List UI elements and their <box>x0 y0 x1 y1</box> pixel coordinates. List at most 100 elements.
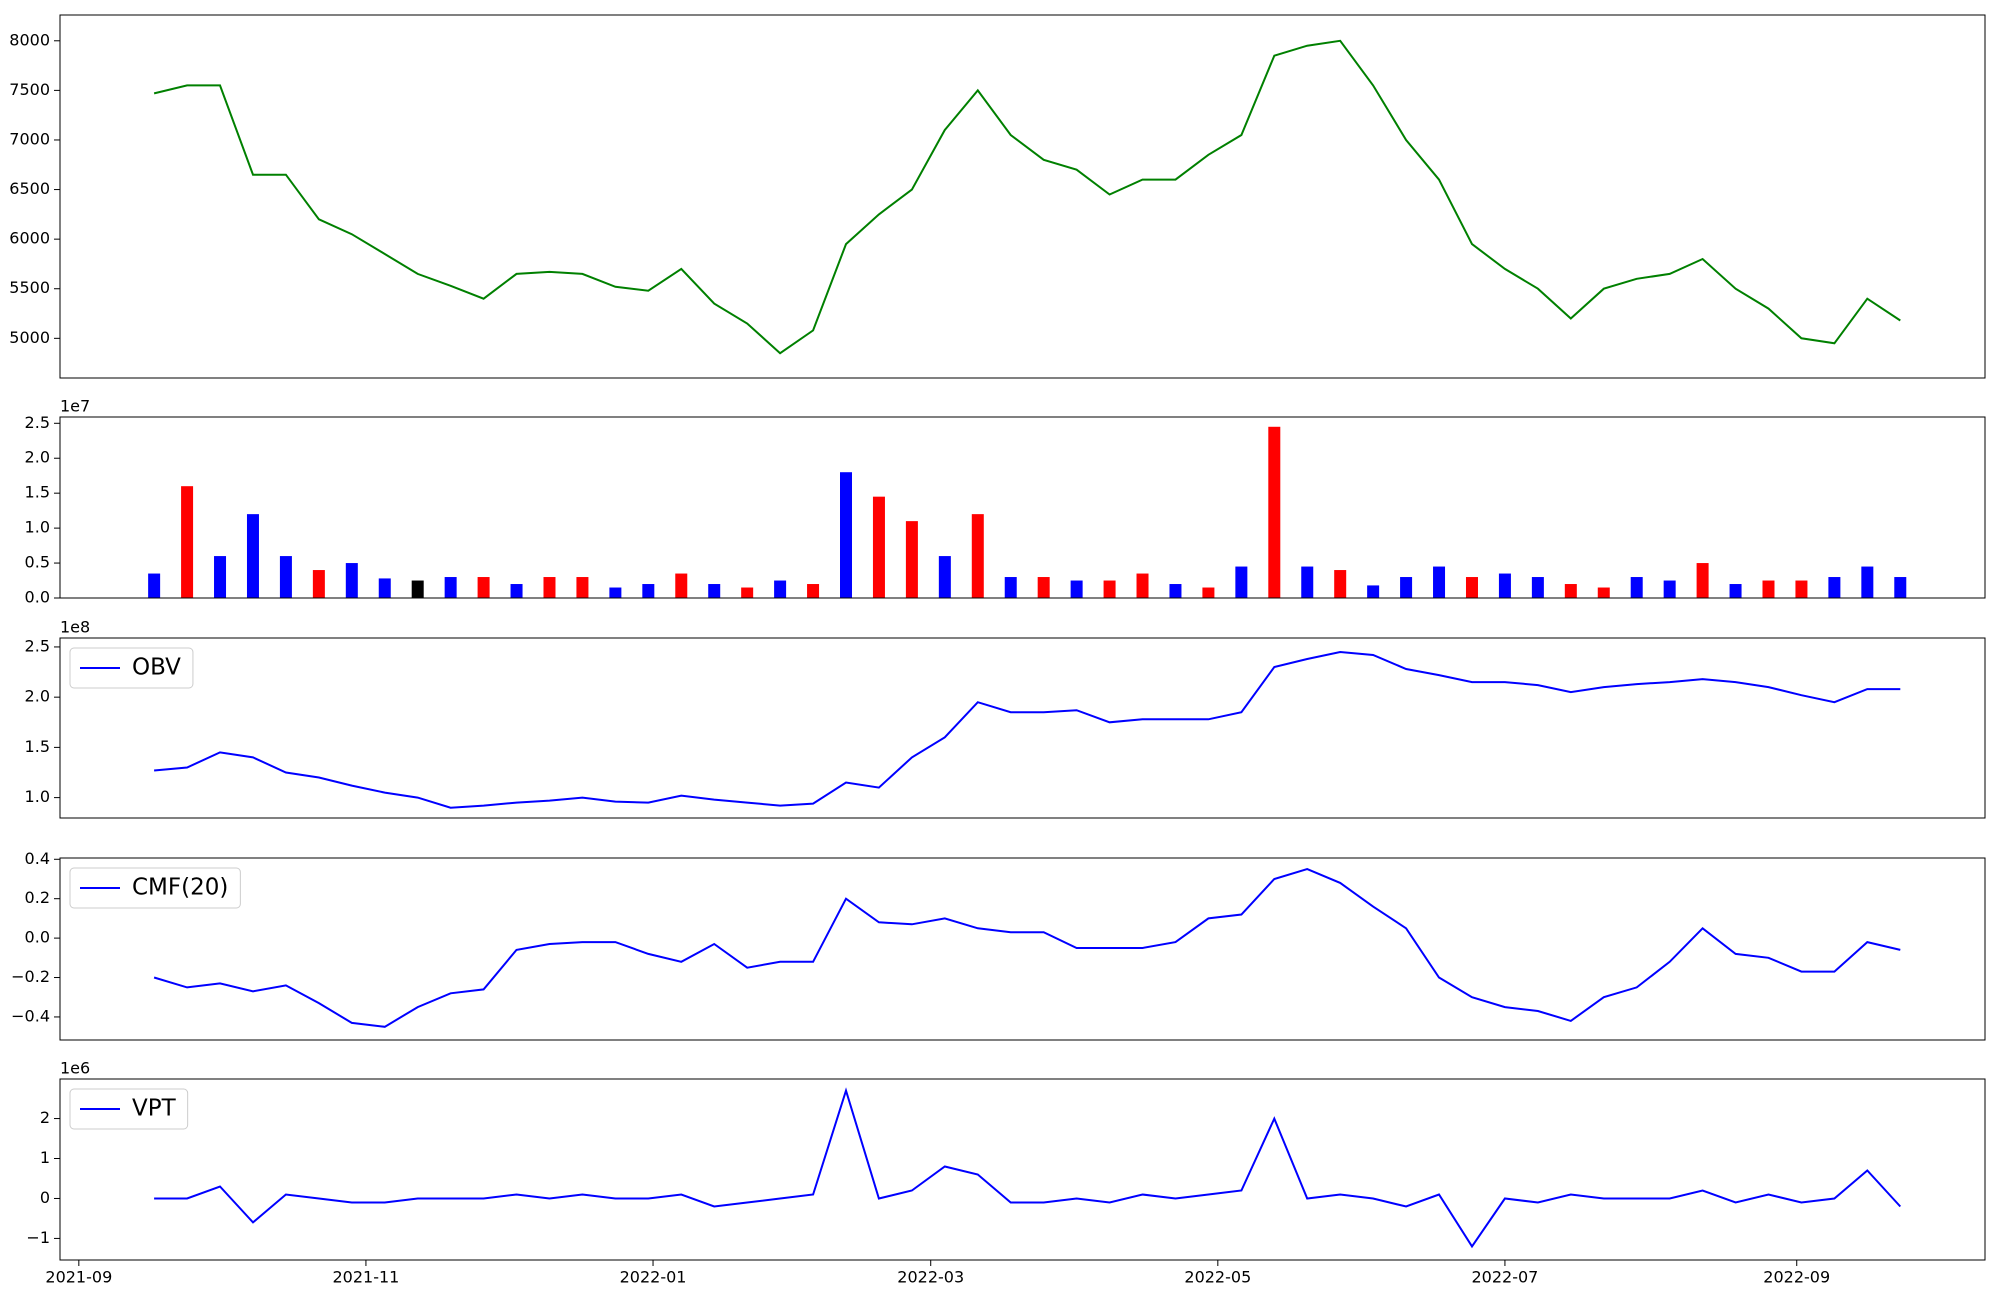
bar <box>1103 580 1116 598</box>
y-tick-label: 2.5 <box>25 636 50 655</box>
y-tick-label: 0 <box>40 1188 50 1207</box>
bar <box>1433 566 1446 598</box>
panel: 0.0 0.5 1.0 1.5 2.0 2.5 1e7 <box>25 397 1986 607</box>
y-tick-label: 0.0 <box>25 928 50 947</box>
axis-offset: 1e8 <box>60 618 90 637</box>
y-tick-label: −1 <box>26 1228 50 1247</box>
legend-box <box>69 647 194 689</box>
series-line <box>153 39 1901 355</box>
bar <box>1762 580 1775 598</box>
y-tick-label: 6000 <box>9 229 50 248</box>
y-tick-label: 6500 <box>9 179 50 198</box>
panel: −0.4 −0.2 0.0 0.2 0.4 CMF(20) <box>11 849 1986 1041</box>
x-tick-label: 2022-03 <box>897 1268 964 1287</box>
bar <box>774 580 787 598</box>
bar <box>1235 566 1248 598</box>
bar <box>708 584 721 598</box>
bar <box>905 521 918 598</box>
bar <box>840 472 853 598</box>
y-tick-label: 1.0 <box>25 518 50 537</box>
x-tick-label: 2022-01 <box>620 1268 687 1287</box>
bar <box>1663 580 1676 598</box>
bar <box>148 573 161 598</box>
panel: 5000 5500 6000 6500 7000 7500 8000 <box>9 14 1986 379</box>
bar <box>1301 566 1314 598</box>
bar <box>411 580 424 598</box>
axes-frame <box>59 857 1986 1041</box>
bar <box>543 577 556 598</box>
bar <box>872 496 885 598</box>
y-tick-label: 1.5 <box>25 483 50 502</box>
bar <box>312 570 325 598</box>
y-tick-label: 0.2 <box>25 888 50 907</box>
y-tick-label: 2 <box>40 1108 50 1127</box>
y-tick-label: 1 <box>40 1148 50 1167</box>
bar <box>1597 587 1610 598</box>
axis-offset: 1e7 <box>60 397 90 416</box>
bar <box>1004 577 1017 598</box>
bar <box>1037 577 1050 598</box>
y-tick-label: 2.5 <box>25 413 50 432</box>
y-tick-label: 0.4 <box>25 849 50 868</box>
bar <box>1828 577 1841 598</box>
bar <box>1630 577 1643 598</box>
bar <box>971 514 984 598</box>
bar <box>1894 577 1907 598</box>
bar <box>246 514 259 598</box>
bar <box>1202 587 1215 598</box>
y-tick-label: 2.0 <box>25 448 50 467</box>
bar <box>1268 426 1281 598</box>
panel: −1 0 1 2 2021-09 2021-11 2022-01 2022-03 2022-05… <box>26 1059 1986 1287</box>
axes-frame <box>59 14 1986 379</box>
bar <box>576 577 589 598</box>
axes-frame <box>59 1078 1986 1261</box>
axis-offset: 1e6 <box>60 1059 90 1078</box>
axes-frame <box>59 416 1986 599</box>
y-tick-label: 0.0 <box>25 588 50 607</box>
series-line <box>154 650 1901 809</box>
x-tick-label: 2022-09 <box>1763 1268 1830 1287</box>
y-tick-label: 7500 <box>9 80 50 99</box>
legend-label: CMF(20) <box>132 875 228 901</box>
x-tick-label: 2021-09 <box>45 1268 112 1287</box>
x-tick-label: 2022-07 <box>1471 1268 1538 1287</box>
legend-box <box>69 867 241 909</box>
series-line <box>153 868 1901 1028</box>
x-tick-label: 2022-05 <box>1184 1268 1251 1287</box>
bar <box>1070 580 1083 598</box>
bar <box>214 556 227 598</box>
bar <box>609 587 622 598</box>
bar <box>510 584 523 598</box>
bar <box>1531 577 1544 598</box>
bar <box>642 584 655 598</box>
bar <box>1169 584 1182 598</box>
y-tick-label: 5500 <box>9 278 50 297</box>
legend-label: OBV <box>132 655 181 681</box>
bar <box>1498 573 1511 598</box>
y-tick-label: 5000 <box>9 328 50 347</box>
y-tick-label: 2.0 <box>25 687 50 706</box>
bar <box>477 577 490 598</box>
bar <box>1367 585 1380 598</box>
y-tick-label: 7000 <box>9 129 50 148</box>
legend-label: VPT <box>132 1096 177 1122</box>
y-tick-label: 8000 <box>9 30 50 49</box>
y-tick-label: −0.2 <box>11 967 50 986</box>
bar <box>1861 566 1874 598</box>
bar <box>345 563 358 598</box>
bar <box>1795 580 1808 598</box>
bar <box>1729 584 1742 598</box>
bar <box>675 573 688 598</box>
series-line <box>154 1087 1902 1249</box>
bar <box>807 584 820 598</box>
bar <box>938 556 951 598</box>
bar <box>1334 570 1347 598</box>
bar <box>1136 573 1149 598</box>
legend-box <box>69 1088 189 1130</box>
axes-frame <box>59 637 1986 819</box>
bar <box>1400 577 1413 598</box>
y-tick-label: 1.5 <box>25 737 50 756</box>
bar <box>279 556 292 598</box>
panel: 1.0 1.5 2.0 2.5 1e8 OBV <box>25 618 1986 819</box>
